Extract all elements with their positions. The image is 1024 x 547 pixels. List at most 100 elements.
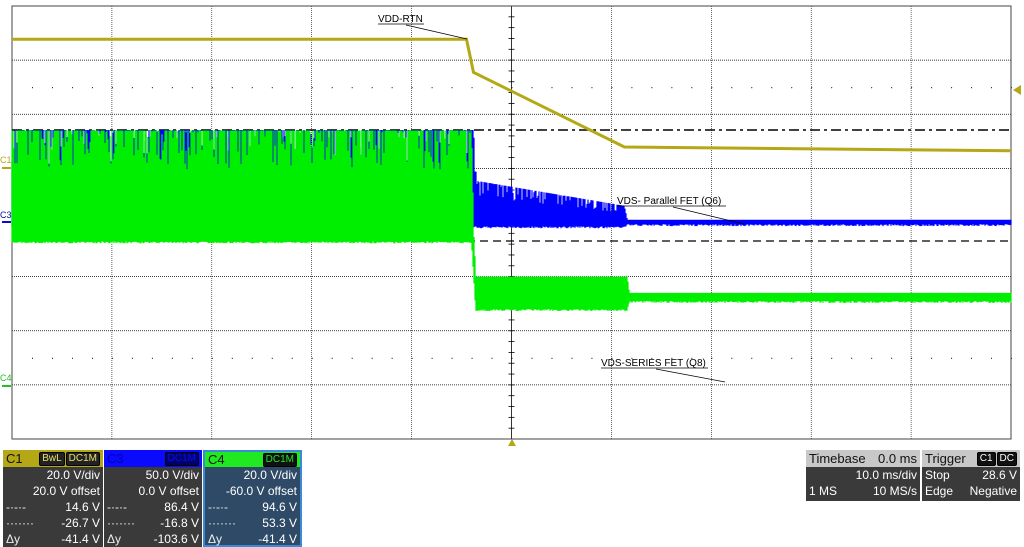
minor-dot <box>531 357 533 359</box>
delta-value: -103.6 V <box>153 532 199 546</box>
minor-dot <box>511 357 513 359</box>
minor-dot <box>311 87 313 89</box>
timebase-delay: 0.0 ms <box>877 451 917 466</box>
trace-band <box>11 130 1012 312</box>
annotation-vds-series: VDS-SERIES FET (Q8) <box>601 358 706 369</box>
minor-dot <box>111 357 113 359</box>
minor-dot <box>211 87 213 89</box>
minor-dot <box>971 87 973 89</box>
channel-label: C1 <box>6 451 23 466</box>
trigger-coupling-badge: DC <box>996 451 1017 466</box>
volts-per-div: 20.0 V/div <box>243 468 297 482</box>
c3-ground-marker[interactable]: C3 <box>0 210 12 220</box>
minor-dot <box>731 87 733 89</box>
minor-dot <box>751 357 753 359</box>
minor-dot <box>71 357 73 359</box>
channel-panel-c1[interactable]: C1 BwL DC1M 20.0 V/div 20.0 V offset -·-·… <box>3 450 103 547</box>
minor-dot <box>351 87 353 89</box>
minor-dot <box>631 357 633 359</box>
cursor2-symbol: ······· <box>6 516 34 530</box>
minor-dot <box>471 87 473 89</box>
cursor2-value: -26.7 V <box>61 516 100 530</box>
offset-value: 20.0 V offset <box>32 484 100 498</box>
trigger-level-marker[interactable] <box>1013 85 1021 95</box>
minor-dot <box>331 357 333 359</box>
minor-dot <box>851 87 853 89</box>
minor-dot <box>771 357 773 359</box>
minor-dot <box>391 357 393 359</box>
minor-dot <box>591 357 593 359</box>
minor-dot <box>231 87 233 89</box>
timebase-panel[interactable]: Timebase 0.0 ms 10.0 ms/div 1 MS 10 MS/s <box>806 450 920 501</box>
minor-dot <box>871 87 873 89</box>
minor-dot <box>171 87 173 89</box>
minor-dot <box>191 87 193 89</box>
minor-dot <box>251 87 253 89</box>
cursor2-value: -16.8 V <box>160 516 199 530</box>
offset-value: 0.0 V offset <box>138 484 200 498</box>
minor-dot <box>891 87 893 89</box>
trigger-title: Trigger <box>925 451 966 466</box>
minor-dot <box>311 357 313 359</box>
cursor2-symbol: ······· <box>107 516 135 530</box>
minor-dot <box>231 357 233 359</box>
minor-dot <box>291 357 293 359</box>
minor-dot <box>1011 87 1013 89</box>
cursor1-value: 86.4 V <box>164 500 199 514</box>
minor-dot <box>32 87 33 89</box>
minor-dot <box>91 87 93 89</box>
trigger-panel[interactable]: Trigger C1 DC Stop 28.6 V Edge Negative <box>922 450 1020 501</box>
minor-dot <box>331 87 333 89</box>
minor-dot <box>711 357 713 359</box>
cursor1-symbol: -·-·- <box>208 500 228 514</box>
time-per-div: 10.0 ms/div <box>855 468 917 482</box>
c1-ground-marker[interactable]: C1 <box>0 155 12 165</box>
minor-dot <box>391 87 393 89</box>
offset-value: -60.0 V offset <box>225 484 297 498</box>
trigger-position-marker[interactable] <box>508 439 516 446</box>
minor-dot <box>1011 357 1013 359</box>
trigger-slope: Negative <box>969 484 1017 498</box>
minor-dot <box>671 87 673 89</box>
minor-dot <box>671 357 673 359</box>
cursor1-value: 14.6 V <box>65 500 100 514</box>
minor-dot <box>151 87 153 89</box>
minor-dot <box>611 87 613 89</box>
delta-value: -41.4 V <box>61 532 100 546</box>
cursor1-value: 94.6 V <box>262 500 297 514</box>
volts-per-div: 50.0 V/div <box>145 468 199 482</box>
minor-dot <box>431 87 433 89</box>
cursor1-symbol: -·-·- <box>107 500 127 514</box>
minor-dot <box>191 357 193 359</box>
minor-dot <box>551 357 553 359</box>
traces <box>11 37 1012 312</box>
minor-dot <box>451 87 453 89</box>
channel-panel-c4[interactable]: C4 DC1M 20.0 V/div -60.0 V offset -·-·- 9… <box>203 450 302 547</box>
minor-dot <box>691 357 693 359</box>
volts-per-div: 20.0 V/div <box>46 468 100 482</box>
minor-dot <box>931 357 933 359</box>
minor-dot <box>531 87 533 89</box>
minor-dot <box>851 357 853 359</box>
minor-dot <box>811 357 813 359</box>
annotation-vdd-rtn: VDD-RTN <box>378 14 423 25</box>
minor-dot <box>511 87 513 89</box>
channel-markers: C1 C3 C4 <box>0 85 1021 446</box>
minor-dot <box>351 357 353 359</box>
annotation-vds-parallel: VDS- Parallel FET (Q6) <box>617 196 721 207</box>
c4-ground-marker[interactable]: C4 <box>0 373 12 383</box>
annotations: VDD-RTN VDS- Parallel FET (Q6) VDS-SERIE… <box>378 14 745 383</box>
sample-rate: 10 MS/s <box>872 484 917 498</box>
minor-dot <box>691 87 693 89</box>
minor-dot <box>411 87 413 89</box>
trace-c1 <box>12 37 1012 153</box>
trigger-level: 28.6 V <box>982 468 1017 482</box>
minor-dot <box>731 357 733 359</box>
minor-dot <box>111 87 113 89</box>
minor-dot <box>51 357 53 359</box>
channel-panel-c3[interactable]: C3 DC1M 50.0 V/div 0.0 V offset -·-·- 86.… <box>104 450 202 547</box>
channel-label: C4 <box>208 452 225 467</box>
minor-dot <box>431 357 433 359</box>
minor-dot <box>651 357 653 359</box>
minor-dot <box>891 357 893 359</box>
